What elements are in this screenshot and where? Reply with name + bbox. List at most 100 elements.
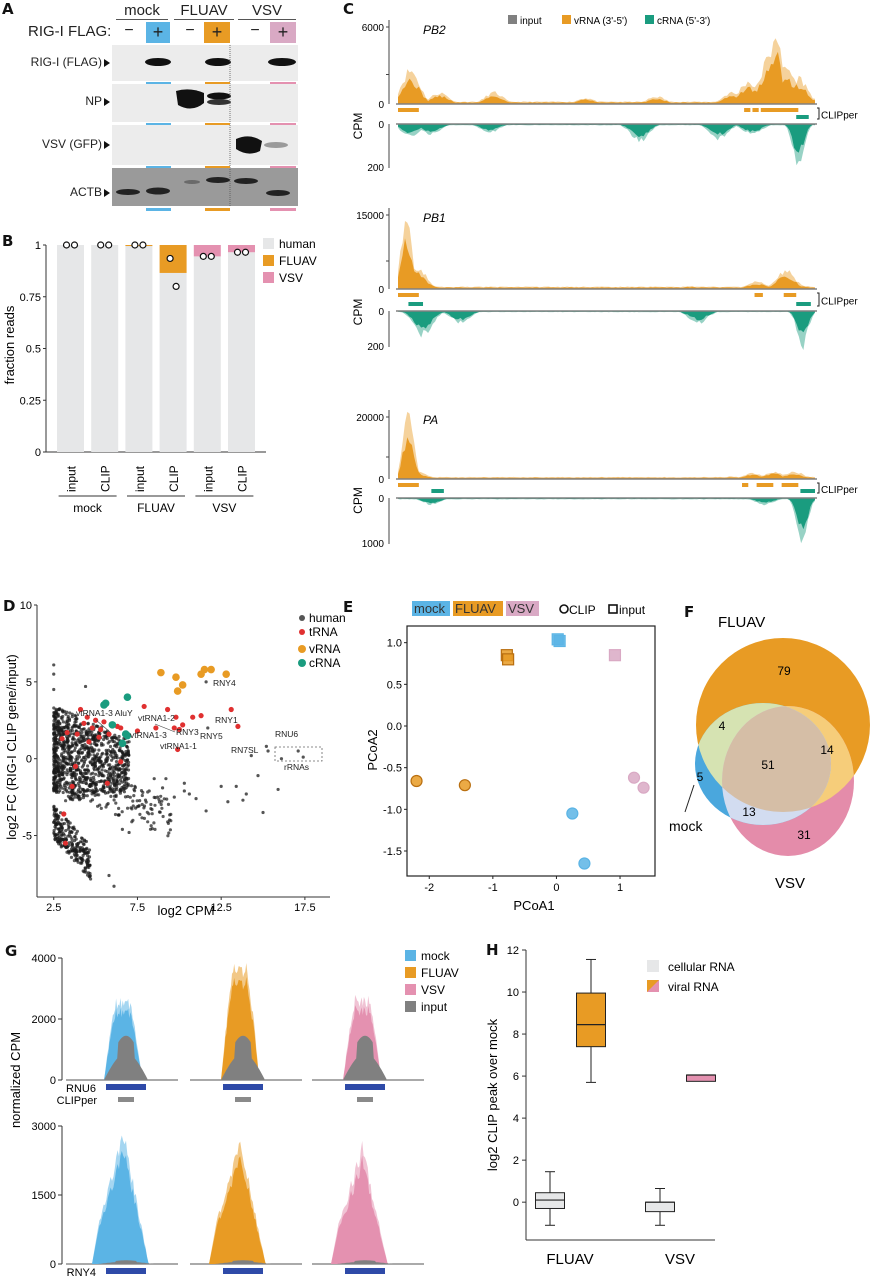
panel-label-d: D [3,597,16,615]
trna-point [228,706,234,713]
human-gene-point [65,710,69,714]
panel-label-a: A [2,0,14,18]
pcoa-point-input-vsv [608,649,622,662]
lane-label: − [124,22,134,39]
y-tick-label: 0 [50,1075,56,1087]
arrow-marker-icon [104,97,110,106]
human-gene-point [160,806,164,810]
human-gene-point [117,806,121,810]
human-gene-point [121,755,125,759]
panel-label-g: G [5,942,18,960]
human-gene-point [129,784,134,788]
chart-c-coverage-tracks: input vRNA (3'-5') cRNA (5'-3') PB2 6000 0 0 2… [351,15,858,550]
human-gene-point [80,758,84,762]
human-gene-point [108,786,112,790]
human-gene-point [80,751,84,755]
trna-point [134,728,141,734]
human-gene-point [70,826,74,830]
human-gene-point [57,842,61,846]
blot-images [112,45,298,211]
human-gene-point [81,739,85,743]
gene-annotation: RNY4 [213,678,236,688]
human-gene-point [83,743,87,747]
legend-label: cRNA (5'-3') [657,16,710,27]
human-gene-point [125,759,129,763]
human-gene-point [113,733,117,737]
human-gene-point [62,744,66,748]
human-gene-point [182,781,186,785]
panel-label-c: C [343,0,355,18]
venn-label-fluav: FLUAV [718,614,765,631]
human-gene-point [102,730,106,734]
human-gene-point [74,714,78,718]
human-gene-point [64,799,68,803]
human-gene-point [117,768,121,772]
human-gene-point [75,853,79,857]
legend-swatch-human [263,238,274,249]
human-gene-point [204,809,208,813]
y-tick-label: 12 [507,945,519,957]
trna-point [98,726,104,733]
trna-point [198,713,204,719]
human-gene-point [131,804,135,808]
legend-label: viral RNA [668,980,719,994]
human-gene-point [52,739,56,743]
group-label: VSV [212,501,236,515]
human-gene-point [161,814,165,819]
blot-band [207,99,231,105]
coverage-area-input [96,1035,156,1080]
pcoa-point-clip-vsv [637,781,650,794]
human-gene-point [182,789,186,793]
human-gene-point [54,711,58,715]
x-tick-label: CLIP [99,465,113,492]
human-gene-point [54,809,58,813]
blot-band [234,178,258,184]
y-axis-label: fraction reads [2,305,17,384]
human-gene-point [116,813,120,817]
trna-point [106,731,112,737]
legend-swatch-cellular [647,960,659,972]
human-gene-point [84,782,89,786]
blot-band [146,187,170,195]
human-gene-point [62,760,66,764]
human-gene-point [54,814,58,818]
human-gene-point [70,837,74,841]
gene-annotation: RNY1 [215,715,238,725]
venn-label-vsv: VSV [775,875,805,892]
human-gene-point [102,789,107,793]
legend-marker-vrna [298,645,306,653]
human-gene-point [149,802,153,807]
human-gene-point [86,851,90,855]
clipper-peak-vrna [760,108,799,112]
trna-point [62,840,69,846]
human-gene-point [68,796,72,800]
human-gene-point [85,862,89,867]
human-gene-point [69,847,74,851]
chart-d-scatter: log2 FC (RIG-I CLIP gene/input) log2 CPM… [4,600,345,918]
gene-annotation: RNU6 [275,729,298,739]
human-gene-point [83,768,87,772]
human-gene-point [84,847,88,851]
human-gene-point [70,726,74,730]
human-gene-point [69,732,73,736]
human-gene-point [84,870,88,874]
human-gene-point [79,728,83,732]
venn-label-mock: mock [669,818,703,834]
trna-point [104,780,110,786]
human-gene-point [127,753,131,757]
human-gene-point [62,838,66,842]
lane-label: − [250,22,260,39]
human-gene-point [72,848,76,852]
legend-swatch-vsv [506,601,539,616]
human-gene-point [77,784,81,788]
human-gene-point [206,726,210,730]
legend-label: FLUAV [455,601,496,616]
human-gene-point [58,822,62,826]
human-gene-point [101,743,105,747]
human-gene-point [83,748,87,752]
human-gene-point [86,755,90,759]
human-gene-point [70,729,74,733]
legend-label: mock [421,949,451,963]
human-gene-point [109,776,114,780]
human-gene-point [160,786,165,790]
